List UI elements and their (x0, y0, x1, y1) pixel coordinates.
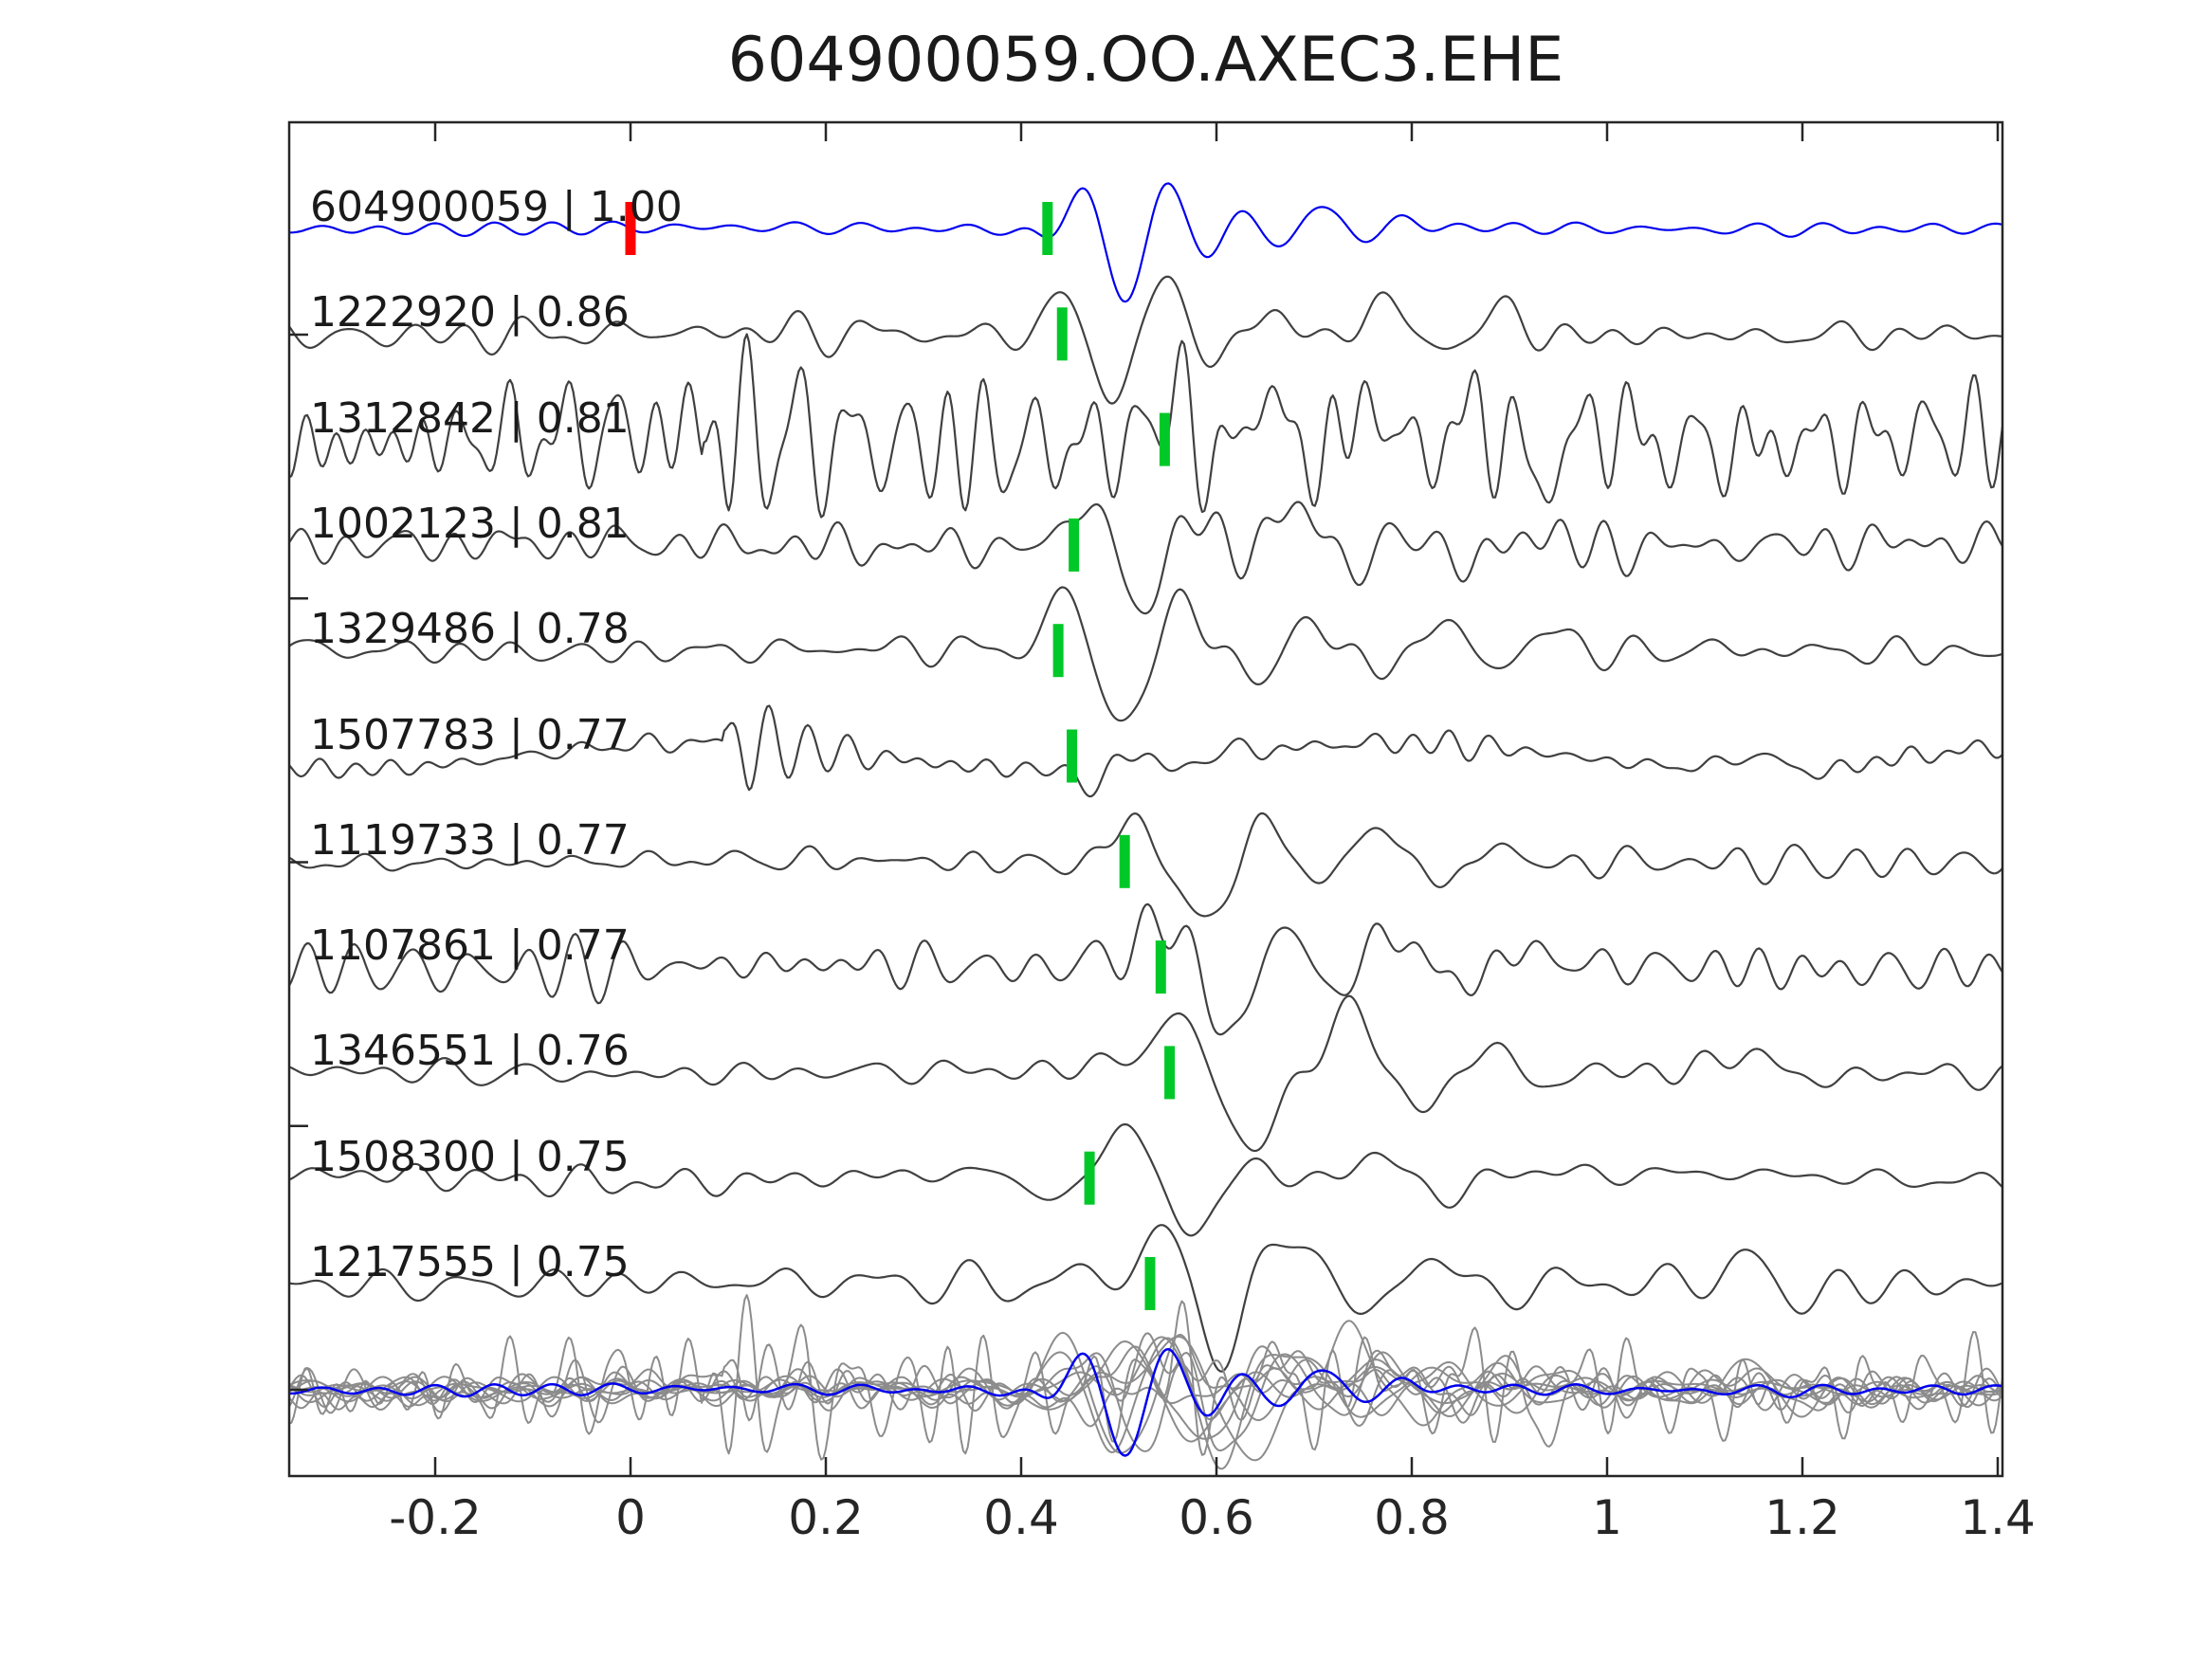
trace-label-604900059: 604900059 | 1.00 (310, 183, 683, 231)
trace-line-1107861 (289, 902, 2002, 1036)
pick-marker-1217555 (1144, 1257, 1156, 1310)
x-tick-label-1: 1 (1592, 1490, 1622, 1545)
overlay-line-1312842 (289, 1294, 2002, 1461)
pick-marker-1107861 (1155, 940, 1166, 994)
x-tick-label-1.2: 1.2 (1764, 1490, 1840, 1545)
trace-label-1508300: 1508300 | 0.75 (310, 1132, 630, 1181)
trace-line-1002123 (289, 501, 2002, 615)
trace-line-1222920 (289, 275, 2002, 405)
x-tick-label-0.8: 0.8 (1374, 1490, 1450, 1545)
template-marker (625, 202, 636, 255)
x-tick-label-0: 0 (615, 1490, 646, 1545)
trace-label-1107861: 1107861 | 0.77 (310, 921, 630, 971)
pick-marker-1222920 (1056, 307, 1068, 361)
overlay-line-template (289, 1347, 2002, 1457)
trace-line-1507783 (289, 704, 2002, 798)
x-tick-label-0.4: 0.4 (983, 1490, 1059, 1545)
pick-marker-1312842 (1159, 412, 1170, 466)
trace-label-1222920: 1222920 | 0.86 (310, 288, 630, 337)
x-tick-label--0.2: -0.2 (389, 1490, 482, 1545)
trace-line-1329486 (289, 586, 2002, 722)
trace-line-604900059 (289, 182, 2002, 303)
pick-marker-1508300 (1084, 1151, 1095, 1205)
trace-label-1119733: 1119733 | 0.77 (310, 815, 630, 865)
trace-label-1507783: 1507783 | 0.77 (310, 710, 630, 759)
markers-group (625, 202, 1176, 1310)
traces-group (289, 182, 2002, 1470)
overlay-line-1107861 (289, 1332, 2002, 1452)
pick-marker-1119733 (1119, 834, 1130, 888)
trace-label-1329486: 1329486 | 0.78 (310, 605, 630, 654)
trace-line-1312842 (289, 333, 2002, 519)
trace-label-1002123: 1002123 | 0.81 (310, 499, 630, 548)
pick-marker-1346551 (1164, 1046, 1176, 1100)
trace-line-1217555 (289, 1224, 2002, 1373)
trace-line-1508300 (289, 1122, 2002, 1237)
plot-title: 604900059.OO.AXEC3.EHE (727, 25, 1564, 96)
pick-marker-1507783 (1067, 729, 1078, 783)
overlay-line-1119733 (289, 1345, 2002, 1440)
overlay-line-1346551 (289, 1320, 2002, 1462)
x-tick-label-1.4: 1.4 (1960, 1490, 2036, 1545)
axis-ticks (289, 122, 2000, 1476)
x-tick-label-0.2: 0.2 (788, 1490, 864, 1545)
trace-line-1346551 (289, 994, 2002, 1153)
pick-marker-604900059 (1042, 202, 1053, 255)
trace-line-1119733 (289, 811, 2002, 918)
pick-marker-1329486 (1052, 624, 1064, 678)
x-tick-label-0.6: 0.6 (1179, 1490, 1254, 1545)
pick-marker-1002123 (1069, 518, 1080, 572)
plot-frame (287, 120, 2004, 1478)
trace-label-1217555: 1217555 | 0.75 (310, 1238, 630, 1286)
trace-label-1346551: 1346551 | 0.76 (310, 1027, 630, 1076)
trace-label-1312842: 1312842 | 0.81 (310, 393, 630, 443)
